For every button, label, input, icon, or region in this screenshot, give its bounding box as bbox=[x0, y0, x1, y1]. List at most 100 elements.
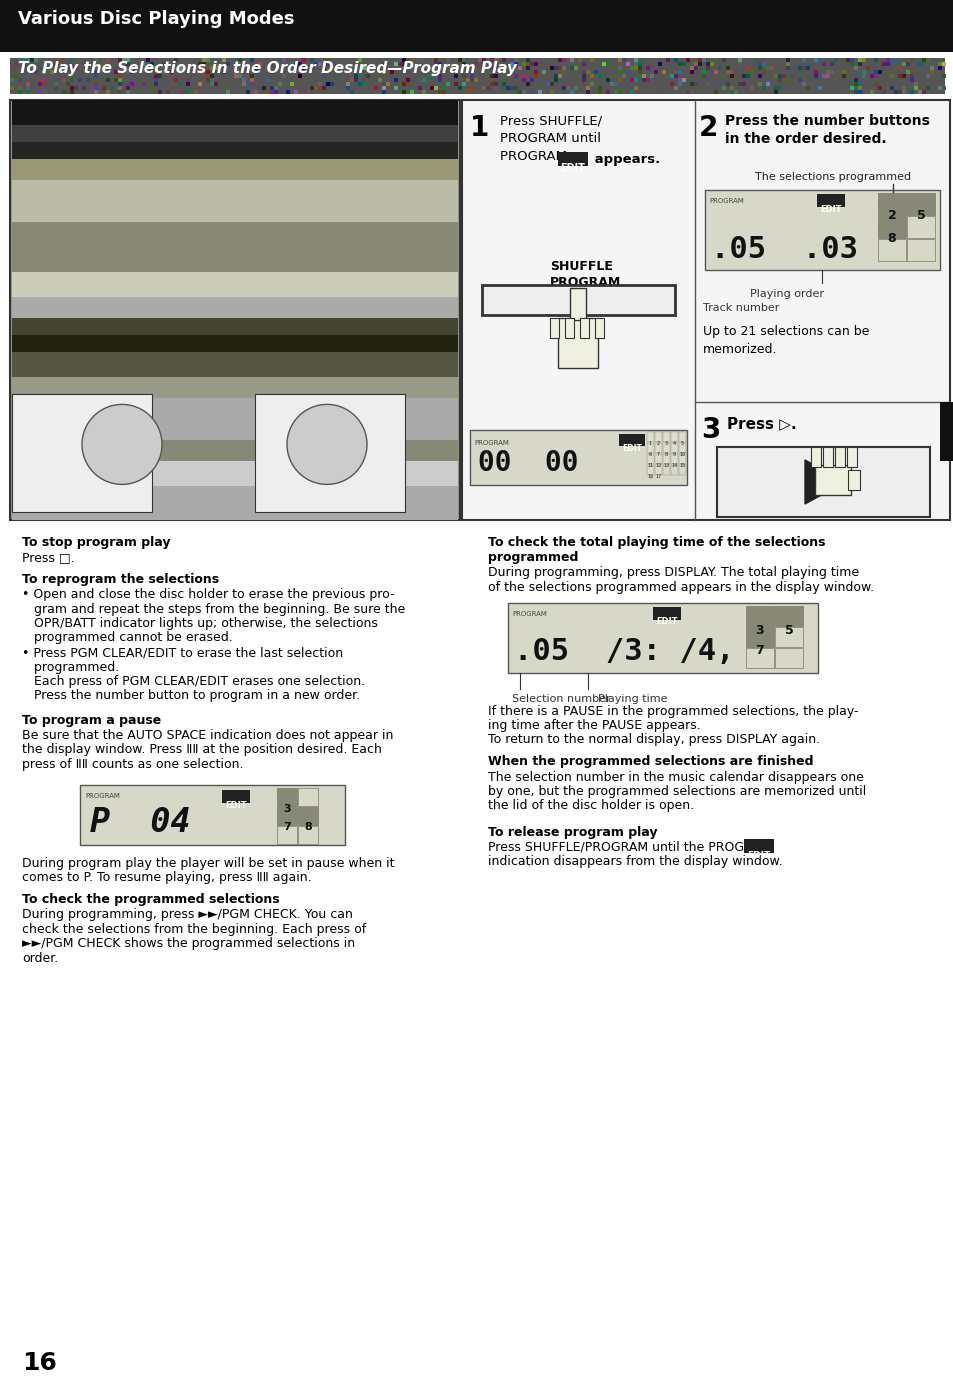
Bar bbox=[670, 465, 678, 475]
Text: EDIT: EDIT bbox=[820, 204, 841, 214]
Bar bbox=[521, 78, 525, 83]
Bar bbox=[765, 74, 769, 78]
Text: During programming, press ►►/PGM CHECK. You can: During programming, press ►►/PGM CHECK. … bbox=[22, 909, 353, 921]
Bar bbox=[78, 85, 82, 90]
Bar bbox=[202, 83, 206, 85]
Bar bbox=[885, 57, 889, 62]
Bar bbox=[417, 83, 421, 85]
Bar bbox=[414, 78, 417, 83]
Bar bbox=[673, 62, 678, 66]
Bar bbox=[277, 78, 282, 83]
Bar bbox=[797, 70, 801, 74]
Bar bbox=[614, 57, 618, 62]
Bar bbox=[605, 85, 609, 90]
Bar bbox=[885, 83, 889, 85]
Bar bbox=[74, 85, 78, 90]
Bar bbox=[70, 57, 74, 62]
Bar bbox=[625, 70, 629, 74]
Bar bbox=[652, 606, 680, 619]
Bar bbox=[693, 85, 698, 90]
Bar bbox=[26, 78, 30, 83]
Text: 15: 15 bbox=[679, 463, 685, 468]
Text: 17: 17 bbox=[655, 475, 661, 479]
Bar bbox=[906, 193, 934, 216]
Bar bbox=[350, 74, 354, 78]
Bar bbox=[625, 83, 629, 85]
Bar bbox=[689, 57, 693, 62]
Bar bbox=[306, 74, 310, 78]
Bar bbox=[749, 74, 753, 78]
Bar bbox=[233, 66, 237, 70]
Bar bbox=[430, 70, 434, 74]
Bar bbox=[889, 62, 893, 66]
Bar bbox=[30, 74, 34, 78]
Bar bbox=[646, 454, 654, 463]
Bar bbox=[66, 83, 70, 85]
Bar bbox=[454, 78, 457, 83]
Bar bbox=[253, 57, 257, 62]
Bar bbox=[158, 85, 162, 90]
Text: Press SHUFFLE/
PROGRAM until
PROGRAM: Press SHUFFLE/ PROGRAM until PROGRAM bbox=[499, 113, 601, 162]
Bar bbox=[589, 74, 594, 78]
Bar bbox=[158, 57, 162, 62]
Bar bbox=[276, 806, 296, 825]
Bar bbox=[190, 66, 193, 70]
Bar bbox=[113, 83, 118, 85]
Bar bbox=[90, 90, 94, 94]
Bar bbox=[397, 66, 401, 70]
Bar bbox=[773, 62, 778, 66]
Bar bbox=[62, 83, 66, 85]
Bar bbox=[810, 447, 821, 468]
Bar bbox=[745, 647, 773, 668]
Bar bbox=[909, 57, 913, 62]
Bar bbox=[781, 66, 785, 70]
Bar bbox=[774, 627, 802, 647]
Bar bbox=[113, 70, 118, 74]
Text: Press the number buttons
in the order desired.: Press the number buttons in the order de… bbox=[724, 113, 929, 147]
Bar bbox=[721, 70, 725, 74]
Bar bbox=[877, 57, 882, 62]
Circle shape bbox=[82, 405, 162, 484]
Bar bbox=[118, 78, 122, 83]
Bar bbox=[146, 90, 150, 94]
Text: 2: 2 bbox=[657, 441, 659, 447]
Bar bbox=[110, 90, 113, 94]
Text: 3: 3 bbox=[700, 416, 720, 444]
Bar bbox=[250, 90, 253, 94]
Bar bbox=[641, 70, 645, 74]
Bar bbox=[897, 85, 901, 90]
Bar bbox=[514, 90, 517, 94]
Bar bbox=[233, 83, 237, 85]
Bar bbox=[454, 57, 457, 62]
Bar bbox=[102, 62, 106, 66]
Bar bbox=[550, 85, 554, 90]
Bar bbox=[585, 83, 589, 85]
Bar bbox=[809, 83, 813, 85]
Bar bbox=[257, 83, 262, 85]
Bar bbox=[274, 62, 277, 66]
Bar bbox=[665, 90, 669, 94]
Text: 12: 12 bbox=[655, 463, 661, 468]
Bar bbox=[98, 70, 102, 74]
Bar bbox=[758, 66, 761, 70]
Bar bbox=[226, 78, 230, 83]
Bar bbox=[569, 288, 585, 321]
Bar bbox=[178, 62, 182, 66]
Bar bbox=[346, 70, 350, 74]
Bar bbox=[126, 57, 130, 62]
Text: PROGRAM: PROGRAM bbox=[85, 794, 120, 799]
Bar bbox=[322, 78, 326, 83]
Bar bbox=[162, 85, 166, 90]
Bar bbox=[461, 85, 465, 90]
Bar bbox=[461, 66, 465, 70]
Bar bbox=[774, 647, 802, 668]
Bar bbox=[198, 85, 202, 90]
Bar bbox=[578, 85, 581, 90]
Bar bbox=[38, 57, 42, 62]
Bar bbox=[718, 78, 721, 83]
Bar bbox=[130, 57, 133, 62]
Bar bbox=[357, 57, 361, 62]
Bar bbox=[594, 78, 598, 83]
Bar bbox=[46, 90, 50, 94]
Bar bbox=[933, 85, 937, 90]
